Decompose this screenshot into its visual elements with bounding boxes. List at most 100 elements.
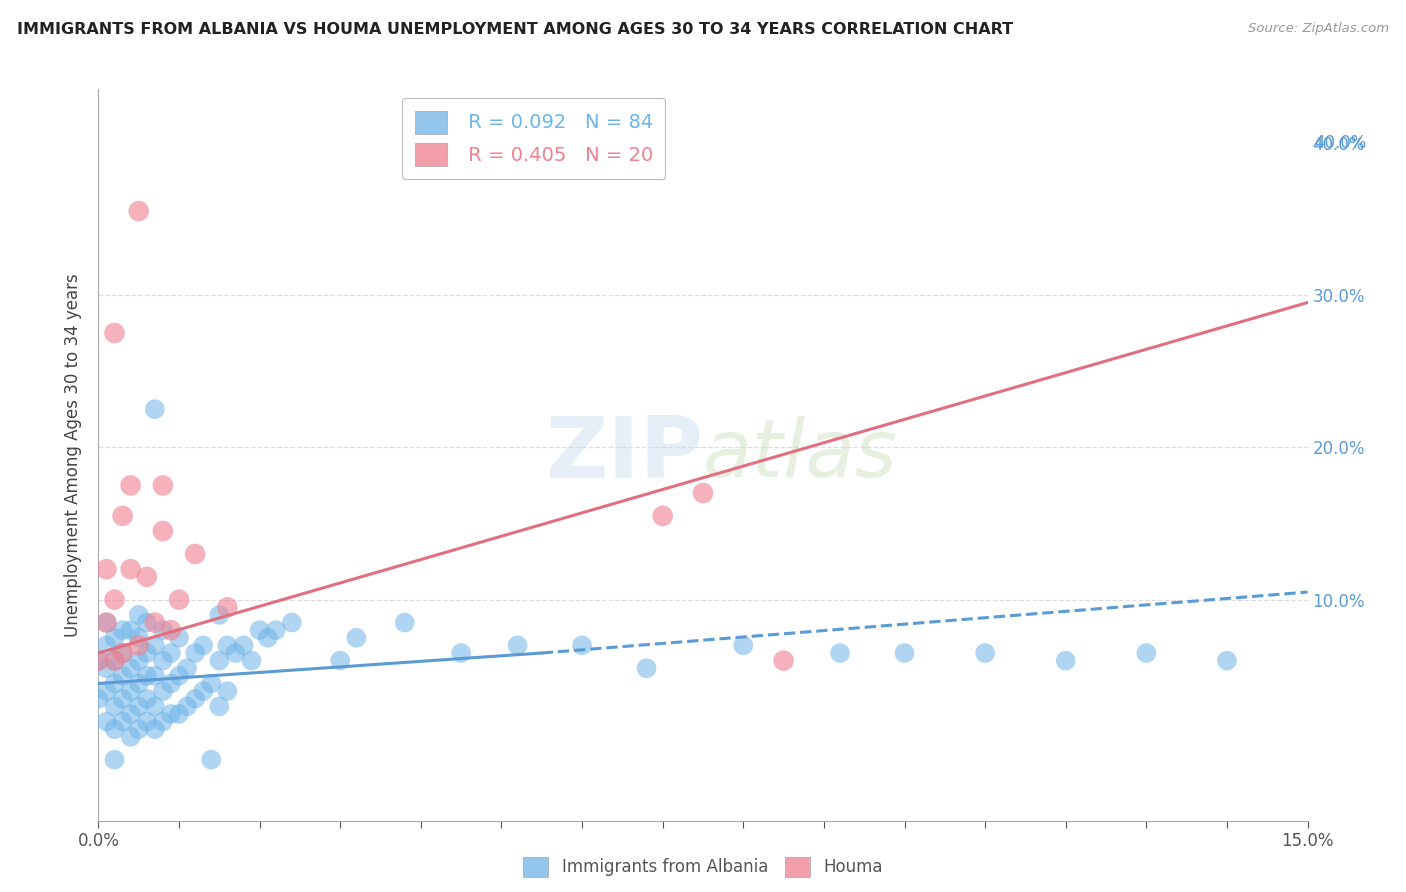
Point [167, 706, 190, 721]
Point [143, 669, 166, 683]
Point [974, 646, 997, 660]
Point [160, 623, 183, 637]
Point [143, 723, 166, 737]
Legend: Immigrants from Albania, Houma: Immigrants from Albania, Houma [515, 848, 891, 886]
Point [103, 723, 125, 737]
Point [152, 524, 174, 538]
Point [893, 646, 915, 660]
Point [120, 623, 142, 637]
Point [96, 684, 118, 698]
Point [217, 639, 239, 653]
Point [111, 691, 134, 706]
Point [208, 699, 231, 714]
Text: ZIP: ZIP [546, 413, 703, 497]
Point [103, 699, 125, 714]
Point [193, 684, 215, 698]
Point [143, 402, 166, 417]
Point [120, 661, 142, 675]
Point [264, 623, 287, 637]
Point [200, 753, 222, 767]
Point [135, 714, 157, 729]
Point [1135, 646, 1157, 660]
Point [232, 639, 254, 653]
Point [96, 615, 118, 630]
Point [733, 639, 755, 653]
Text: 40.0%: 40.0% [1315, 134, 1367, 152]
Point [120, 706, 142, 721]
Point [128, 676, 150, 690]
Point [96, 615, 118, 630]
Point [152, 714, 174, 729]
Point [240, 654, 263, 668]
Point [193, 639, 215, 653]
Point [828, 646, 851, 660]
Point [96, 639, 118, 653]
Point [200, 676, 222, 690]
Text: Source: ZipAtlas.com: Source: ZipAtlas.com [1249, 22, 1389, 36]
Point [152, 623, 174, 637]
Point [152, 478, 174, 492]
Point [103, 654, 125, 668]
Point [87, 654, 110, 668]
Point [152, 654, 174, 668]
Point [120, 478, 142, 492]
Point [103, 592, 125, 607]
Point [111, 623, 134, 637]
Point [143, 615, 166, 630]
Point [135, 646, 157, 660]
Point [152, 684, 174, 698]
Point [111, 646, 134, 660]
Point [103, 654, 125, 668]
Point [256, 631, 278, 645]
Point [120, 562, 142, 576]
Y-axis label: Unemployment Among Ages 30 to 34 years: Unemployment Among Ages 30 to 34 years [63, 273, 82, 637]
Point [96, 661, 118, 675]
Point [167, 669, 190, 683]
Point [111, 714, 134, 729]
Point [120, 684, 142, 698]
Point [128, 607, 150, 622]
Point [128, 654, 150, 668]
Point [692, 486, 714, 500]
Text: atlas: atlas [703, 416, 898, 494]
Point [184, 691, 207, 706]
Point [128, 204, 150, 219]
Point [111, 669, 134, 683]
Point [249, 623, 271, 637]
Point [128, 631, 150, 645]
Point [135, 669, 157, 683]
Point [208, 654, 231, 668]
Point [87, 691, 110, 706]
Point [636, 661, 658, 675]
Point [128, 699, 150, 714]
Point [87, 654, 110, 668]
Point [103, 753, 125, 767]
Point [176, 661, 198, 675]
Point [651, 508, 673, 523]
Point [329, 654, 352, 668]
Point [344, 631, 367, 645]
Point [1216, 654, 1239, 668]
Point [1054, 654, 1077, 668]
Point [208, 607, 231, 622]
Point [224, 646, 246, 660]
Point [111, 646, 134, 660]
Point [571, 639, 593, 653]
Point [217, 600, 239, 615]
Text: IMMIGRANTS FROM ALBANIA VS HOUMA UNEMPLOYMENT AMONG AGES 30 TO 34 YEARS CORRELAT: IMMIGRANTS FROM ALBANIA VS HOUMA UNEMPLO… [17, 22, 1012, 37]
Point [128, 723, 150, 737]
Point [143, 639, 166, 653]
Point [772, 654, 794, 668]
Point [103, 326, 125, 340]
Point [184, 547, 207, 561]
Point [135, 691, 157, 706]
Point [135, 615, 157, 630]
Point [176, 699, 198, 714]
Point [111, 508, 134, 523]
Point [167, 631, 190, 645]
Point [143, 699, 166, 714]
Point [167, 592, 190, 607]
Point [135, 570, 157, 584]
Point [394, 615, 416, 630]
Point [96, 562, 118, 576]
